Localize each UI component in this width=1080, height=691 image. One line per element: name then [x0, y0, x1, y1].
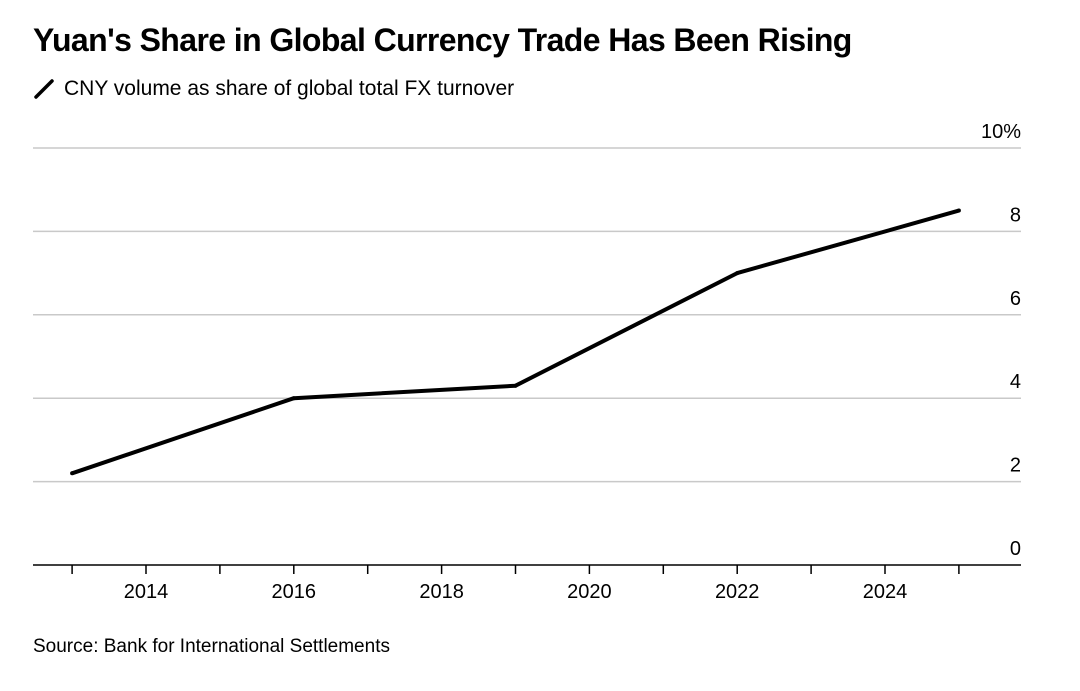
- x-tick-label: 2022: [715, 581, 760, 603]
- series-line: [71, 208, 960, 476]
- data-point: [513, 383, 518, 388]
- legend: CNY volume as share of global total FX t…: [33, 74, 514, 104]
- y-tick-label: 6: [1010, 288, 1021, 310]
- x-tick-label: 2020: [567, 581, 612, 603]
- y-tick-label: 4: [1010, 371, 1021, 393]
- y-tick-label: 10%: [981, 121, 1021, 143]
- data-point: [291, 396, 296, 401]
- y-tick-label: 0: [1010, 538, 1021, 560]
- data-point: [735, 271, 740, 276]
- x-tick-label: 2016: [272, 581, 317, 603]
- data-point: [70, 471, 75, 476]
- legend-line-icon: [34, 79, 54, 99]
- x-tick-label: 2024: [863, 581, 908, 603]
- x-tick-label: 2018: [419, 581, 464, 603]
- y-tick-label: 2: [1010, 455, 1021, 477]
- y-tick-label: 8: [1010, 204, 1021, 226]
- source-note: Source: Bank for International Settlemen…: [33, 636, 390, 657]
- legend-label: CNY volume as share of global total FX t…: [64, 77, 515, 100]
- x-tick-label: 2014: [124, 581, 169, 603]
- data-point: [956, 208, 961, 213]
- chart-title: Yuan's Share in Global Currency Trade Ha…: [33, 22, 852, 58]
